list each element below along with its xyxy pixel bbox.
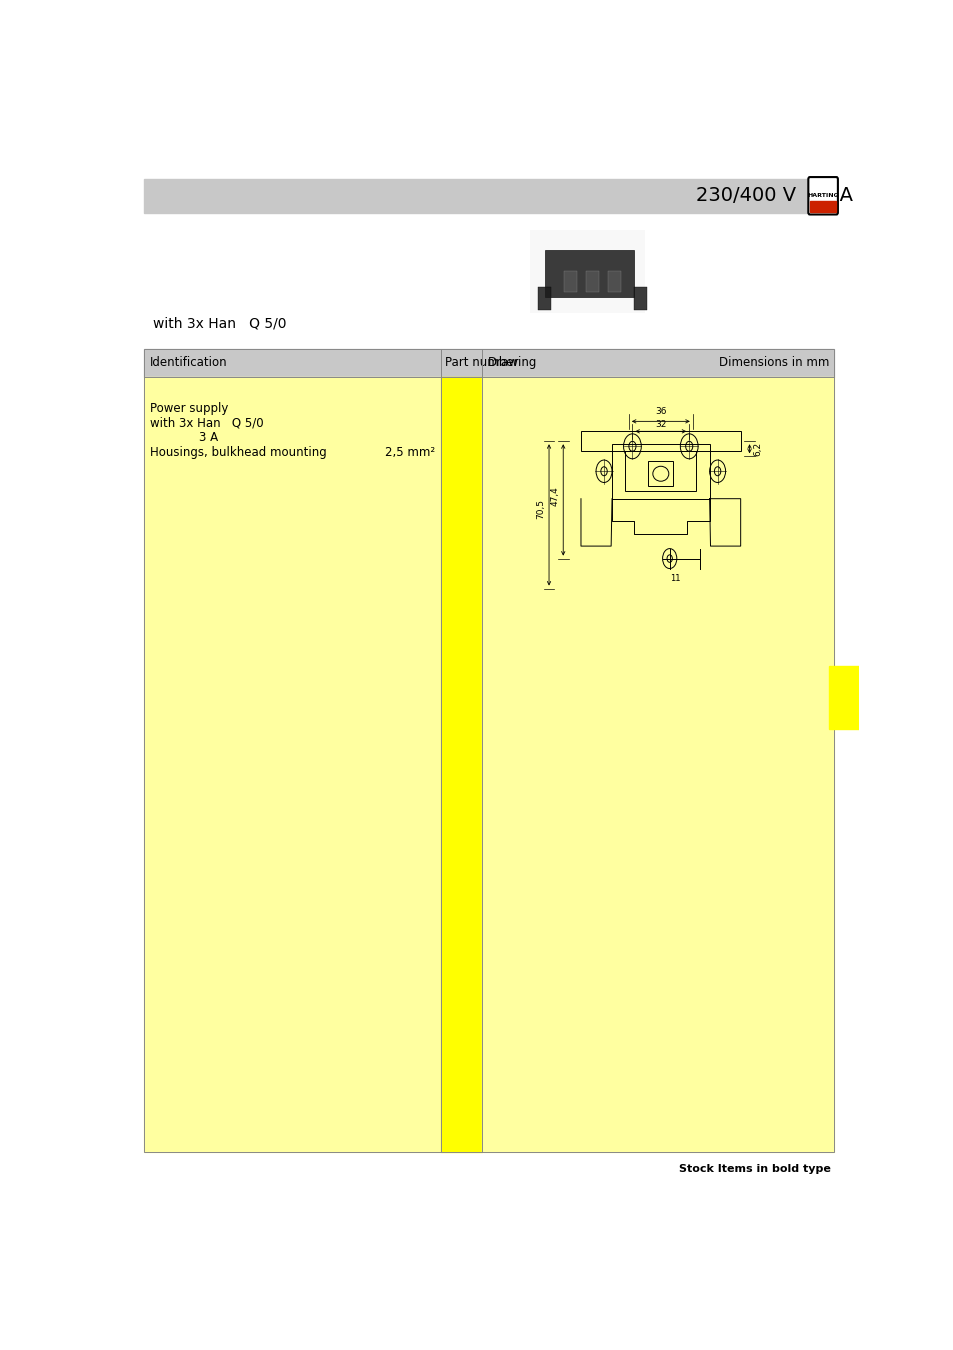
Bar: [544, 250, 633, 297]
Bar: [144, 377, 440, 1152]
Text: 230/400 V  16 A: 230/400 V 16 A: [696, 186, 852, 205]
Bar: [580, 432, 740, 451]
Text: Drawing: Drawing: [487, 356, 537, 369]
Bar: [440, 377, 481, 1152]
Bar: [144, 350, 833, 377]
Bar: [828, 666, 858, 729]
Text: Housings, bulkhead mounting: Housings, bulkhead mounting: [151, 446, 327, 459]
Text: 2,5 mm²: 2,5 mm²: [385, 446, 436, 459]
Bar: [144, 178, 833, 213]
Bar: [809, 201, 836, 212]
Bar: [530, 230, 644, 313]
Text: Identification: Identification: [151, 356, 228, 369]
Text: Stock Items in bold type: Stock Items in bold type: [678, 1164, 830, 1174]
Bar: [648, 462, 673, 486]
Text: 70,5: 70,5: [536, 498, 545, 518]
Text: 11: 11: [669, 574, 679, 583]
Bar: [633, 286, 646, 309]
Text: 3 A: 3 A: [199, 431, 218, 444]
FancyBboxPatch shape: [807, 177, 837, 215]
Bar: [624, 451, 696, 491]
Bar: [563, 271, 577, 292]
Text: with 3x Han   Q 5/0: with 3x Han Q 5/0: [151, 416, 264, 429]
Bar: [585, 271, 598, 292]
Text: Dimensions in mm: Dimensions in mm: [718, 356, 828, 369]
Text: Power supply: Power supply: [151, 402, 229, 414]
Bar: [607, 271, 620, 292]
Text: 36: 36: [655, 408, 666, 416]
Text: HARTING: HARTING: [806, 193, 838, 198]
Bar: [537, 286, 551, 309]
Text: Part number: Part number: [444, 356, 517, 369]
Text: 47,4: 47,4: [550, 486, 559, 506]
Text: 32: 32: [655, 420, 666, 429]
Text: with 3x Han   Q 5/0: with 3x Han Q 5/0: [152, 316, 286, 331]
Text: 6,2: 6,2: [752, 441, 761, 456]
Bar: [481, 377, 833, 1152]
Bar: [612, 444, 709, 498]
Bar: [144, 350, 833, 1152]
